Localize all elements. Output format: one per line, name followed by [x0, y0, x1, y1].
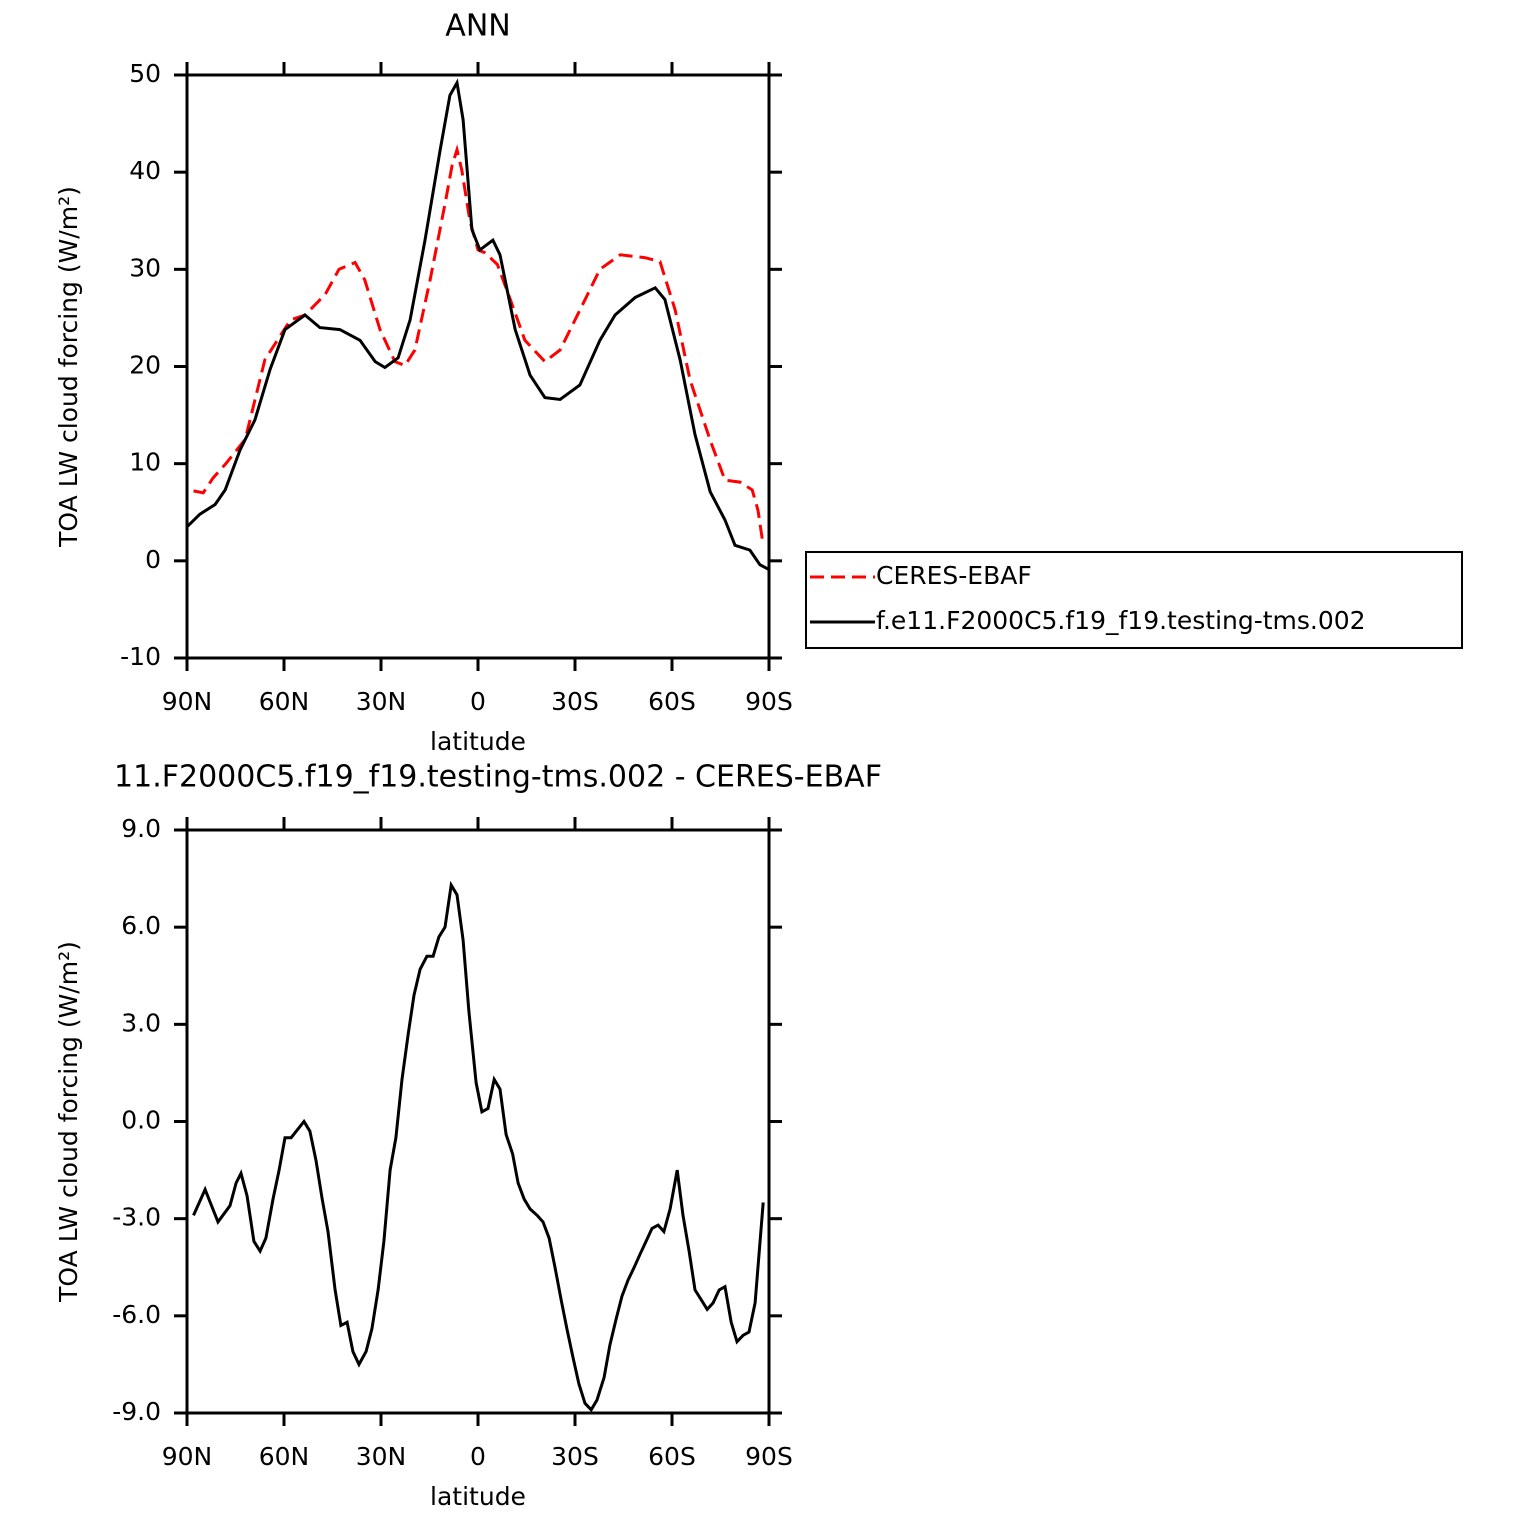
data-line — [185, 78, 770, 571]
x-tick-label: 60S — [648, 687, 696, 716]
x-tick-label: 90S — [745, 1442, 793, 1471]
y-tick-label: 30 — [129, 253, 161, 282]
x-tick-label: 90N — [162, 1442, 213, 1471]
y-axis-label: TOA LW cloud forcing (W/m²) — [54, 186, 83, 548]
y-tick-label: 10 — [129, 448, 161, 477]
y-tick-label: 6.0 — [121, 911, 161, 940]
y-tick-label: 0.0 — [121, 1106, 161, 1135]
x-tick-label: 90N — [162, 687, 213, 716]
chart-title: ANN — [445, 9, 510, 44]
y-tick-label: -9.0 — [112, 1397, 161, 1426]
x-tick-label: 30N — [356, 1442, 407, 1471]
legend-box — [805, 551, 1463, 649]
y-axis-label: TOA LW cloud forcing (W/m²) — [54, 941, 83, 1303]
data-line — [192, 880, 765, 1413]
y-tick-label: -10 — [120, 642, 161, 671]
x-axis-label: latitude — [430, 1482, 526, 1511]
x-tick-label: 30S — [551, 1442, 599, 1471]
legend-label: f.e11.F2000C5.f19_f19.testing-tms.002 — [876, 606, 1366, 635]
x-tick-label: 60S — [648, 1442, 696, 1471]
x-tick-label: 90S — [745, 687, 793, 716]
y-tick-label: 9.0 — [121, 814, 161, 843]
x-tick-label: 0 — [470, 1442, 486, 1471]
x-tick-label: 0 — [470, 687, 486, 716]
x-tick-label: 30N — [356, 687, 407, 716]
x-tick-label: 30S — [551, 687, 599, 716]
x-tick-label: 60N — [259, 687, 310, 716]
legend-label: CERES-EBAF — [876, 561, 1032, 590]
chart-title: 11.F2000C5.f19_f19.testing-tms.002 - CER… — [114, 760, 882, 795]
y-tick-label: -3.0 — [112, 1203, 161, 1232]
y-tick-label: 50 — [129, 59, 161, 88]
y-tick-label: 3.0 — [121, 1008, 161, 1037]
y-tick-label: 20 — [129, 351, 161, 380]
y-tick-label: 0 — [145, 545, 161, 574]
y-tick-label: 40 — [129, 156, 161, 185]
x-tick-label: 60N — [259, 1442, 310, 1471]
plot-frame — [185, 828, 771, 1415]
y-tick-label: -6.0 — [112, 1300, 161, 1329]
x-axis-label: latitude — [430, 727, 526, 756]
